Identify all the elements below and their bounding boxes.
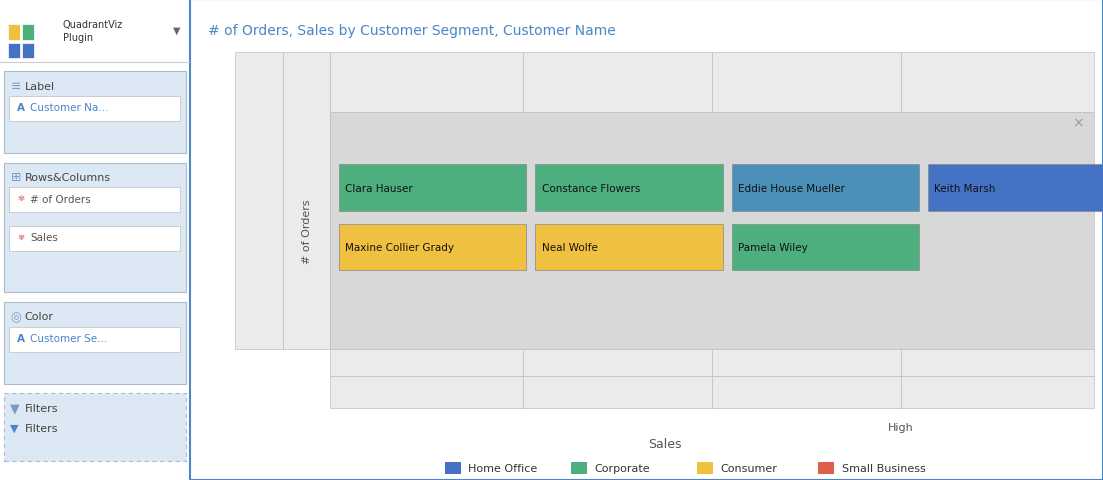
Bar — [901, 376, 1094, 408]
Bar — [523, 376, 711, 408]
Text: A: A — [17, 103, 25, 113]
Bar — [339, 224, 526, 270]
Text: Small Business: Small Business — [842, 463, 925, 473]
Bar — [697, 462, 713, 474]
Bar — [523, 53, 711, 113]
Text: Customer Na...: Customer Na... — [31, 103, 109, 113]
Text: Constance Flowers: Constance Flowers — [542, 183, 640, 193]
Text: ≡: ≡ — [10, 80, 21, 93]
Text: ✾: ✾ — [17, 195, 24, 204]
Text: ✾: ✾ — [17, 233, 24, 242]
Bar — [570, 462, 587, 474]
Text: Neal Wolfe: Neal Wolfe — [542, 242, 598, 252]
Text: A: A — [17, 334, 25, 343]
Bar — [330, 376, 523, 408]
Bar — [22, 44, 34, 59]
Text: Sales: Sales — [31, 233, 58, 242]
Bar — [330, 349, 523, 376]
Text: ▼: ▼ — [10, 401, 20, 415]
Bar — [711, 349, 901, 376]
Bar — [330, 113, 1094, 349]
Text: Consumer: Consumer — [720, 463, 778, 473]
Text: ▼: ▼ — [173, 26, 180, 36]
Bar — [330, 53, 523, 113]
Bar — [10, 327, 180, 352]
Bar — [3, 394, 186, 461]
Text: Keith Marsh: Keith Marsh — [934, 183, 996, 193]
Text: # of Orders: # of Orders — [31, 194, 92, 204]
Text: Rows&Columns: Rows&Columns — [24, 173, 110, 182]
Bar — [901, 53, 1094, 113]
Text: Sales: Sales — [647, 437, 682, 451]
Text: Corporate: Corporate — [595, 463, 650, 473]
Bar — [445, 462, 461, 474]
Bar — [235, 53, 282, 349]
Text: Filters: Filters — [24, 403, 58, 413]
Text: Eddie House Mueller: Eddie House Mueller — [738, 183, 845, 193]
Bar — [928, 165, 1103, 211]
Bar — [10, 96, 180, 121]
Text: ×: × — [1072, 116, 1083, 130]
Bar — [0, 0, 190, 62]
Text: # of Orders, Sales by Customer Segment, Customer Name: # of Orders, Sales by Customer Segment, … — [208, 24, 615, 38]
Bar — [3, 72, 186, 154]
Text: ⊞: ⊞ — [10, 171, 21, 184]
Text: Maxine Collier Grady: Maxine Collier Grady — [345, 242, 454, 252]
Bar — [731, 165, 919, 211]
Text: Color: Color — [24, 312, 54, 322]
Text: ▼: ▼ — [10, 423, 19, 433]
Text: QuadrantViz
Plugin: QuadrantViz Plugin — [63, 20, 122, 43]
Bar — [8, 44, 20, 59]
Text: Clara Hauser: Clara Hauser — [345, 183, 414, 193]
Text: Home Office: Home Office — [469, 463, 537, 473]
Text: ◎: ◎ — [10, 310, 21, 324]
Bar — [282, 53, 330, 349]
Text: Pamela Wiley: Pamela Wiley — [738, 242, 807, 252]
Text: Filters: Filters — [24, 423, 58, 433]
Bar — [535, 165, 722, 211]
Bar — [535, 224, 722, 270]
Text: Label: Label — [24, 82, 55, 91]
Text: Customer Se...: Customer Se... — [31, 334, 108, 343]
Text: High: High — [888, 422, 913, 432]
Bar — [339, 165, 526, 211]
Bar — [523, 349, 711, 376]
Bar — [3, 302, 186, 384]
Bar — [10, 226, 180, 251]
Bar — [22, 25, 34, 41]
Bar — [711, 376, 901, 408]
Bar — [8, 25, 20, 41]
Bar — [731, 224, 919, 270]
Bar — [711, 53, 901, 113]
Bar — [901, 349, 1094, 376]
Text: # of Orders: # of Orders — [302, 199, 312, 264]
Bar — [10, 188, 180, 213]
Bar — [3, 163, 186, 293]
Bar — [818, 462, 835, 474]
